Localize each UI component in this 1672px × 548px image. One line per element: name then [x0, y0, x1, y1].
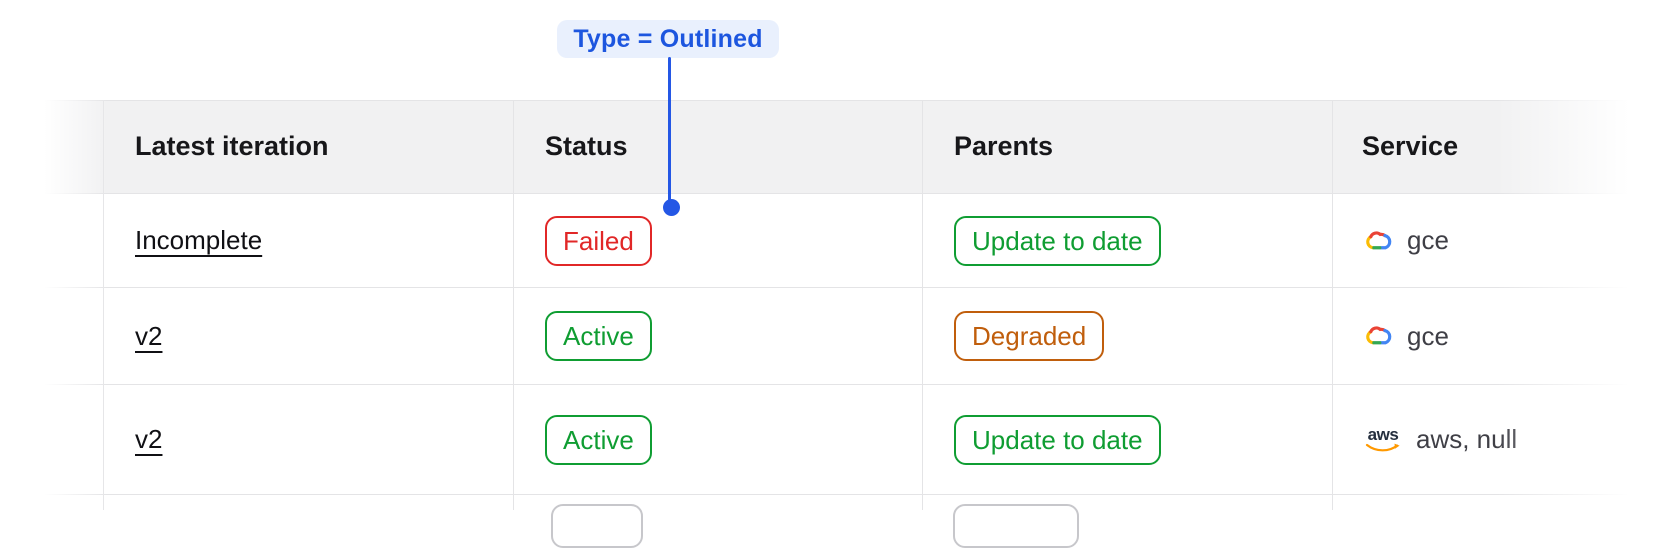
- service-label: gce: [1407, 320, 1449, 351]
- annotation-label: Type = Outlined: [573, 24, 763, 53]
- column-header-service: Service: [1362, 131, 1459, 161]
- status-cell: Active: [545, 288, 652, 384]
- iteration-cell: Incomplete: [135, 194, 262, 287]
- column-header-latest-iteration: Latest iteration: [135, 131, 329, 161]
- parents-badge: Degraded: [954, 311, 1105, 361]
- column-divider: [922, 100, 923, 510]
- service-label: gce: [1407, 225, 1449, 255]
- parents-badge: Update to date: [954, 414, 1161, 465]
- parents-cell: Degraded: [954, 288, 1105, 384]
- row-divider: [45, 193, 1627, 194]
- column-header-status: Status: [545, 131, 628, 161]
- service-cell: aws gce: [1365, 288, 1449, 384]
- annotation-connector-dot: [663, 199, 680, 216]
- table-header-background: [45, 101, 1627, 193]
- iteration-cell: v2: [135, 385, 162, 494]
- annotation-pill: Type = Outlined: [557, 20, 779, 58]
- gcp-icon: [1365, 230, 1392, 252]
- column-divider: [1332, 100, 1333, 510]
- table-row: Incomplete Failed Update to date aws gce: [0, 194, 1672, 287]
- service-cell: aws gce: [1365, 194, 1449, 287]
- parents-cell: Update to date: [954, 385, 1161, 494]
- gcp-icon: [1365, 325, 1392, 347]
- iteration-link[interactable]: Incomplete: [135, 225, 263, 255]
- status-cell: Failed: [545, 194, 652, 287]
- aws-icon: aws: [1365, 426, 1401, 454]
- iteration-link[interactable]: v2: [135, 320, 163, 351]
- row-divider: [45, 384, 1627, 385]
- column-divider: [513, 100, 514, 510]
- annotation-connector-line: [668, 57, 671, 202]
- status-cell: Active: [545, 385, 652, 494]
- table-row: v2 Active Degraded aws gce: [0, 288, 1672, 384]
- row-divider: [45, 287, 1627, 288]
- iteration-link[interactable]: v2: [135, 424, 163, 454]
- row-divider: [45, 494, 1627, 495]
- parents-badge: Update to date: [954, 215, 1161, 266]
- table-border-top: [45, 100, 1627, 101]
- status-badge: Failed: [545, 215, 652, 266]
- status-badge: Active: [545, 414, 652, 465]
- service-cell: aws aws, null: [1365, 385, 1517, 494]
- partial-badge: [551, 504, 643, 548]
- column-header-parents: Parents: [954, 131, 1054, 161]
- service-label: aws, null: [1416, 424, 1518, 454]
- partial-badge: [953, 504, 1079, 548]
- iteration-cell: v2: [135, 288, 162, 384]
- status-badge: Active: [545, 311, 652, 361]
- table-row: v2 Active Update to date aws aws, null: [0, 385, 1672, 494]
- parents-cell: Update to date: [954, 194, 1161, 287]
